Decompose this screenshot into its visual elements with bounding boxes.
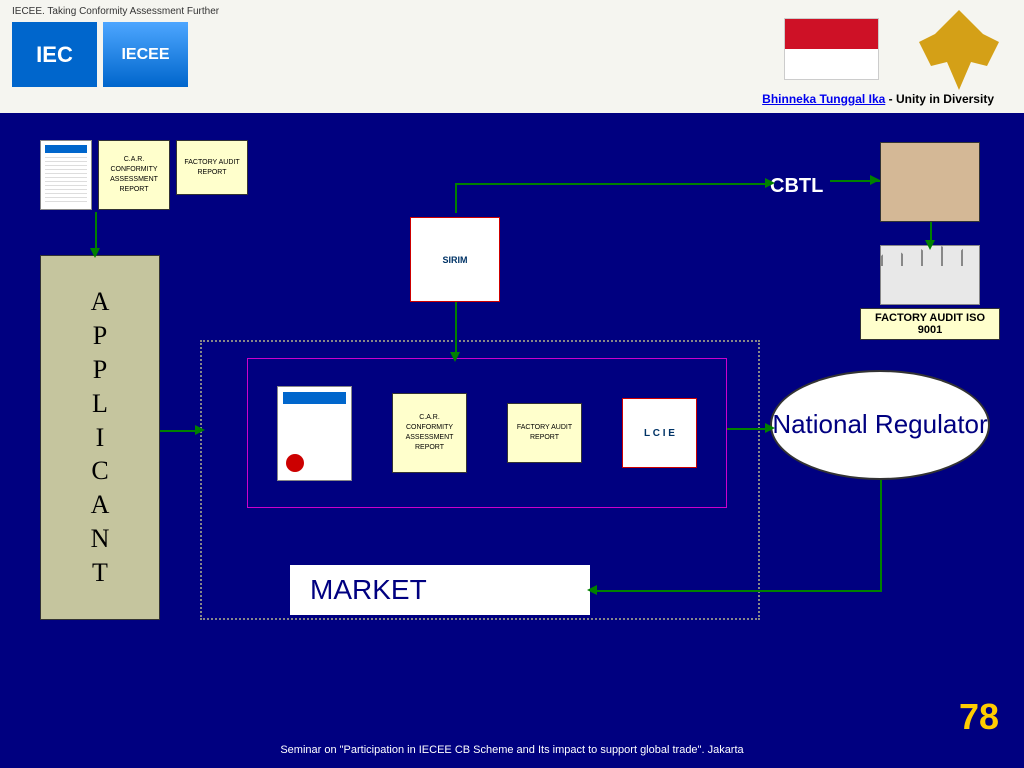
certificate-big-icon	[277, 386, 352, 481]
sirim-box: SIRIM	[410, 217, 500, 302]
flow-line	[830, 180, 880, 182]
lcie-text: L C I E	[644, 428, 675, 439]
flow-line	[880, 480, 882, 590]
factory-audit-box: FACTORY AUDIT REPORT	[176, 140, 248, 195]
flow-line	[455, 183, 457, 213]
sirim-label: SIRIM	[442, 255, 467, 265]
flow-line	[727, 428, 767, 430]
motto: Bhinneka Tunggal Ika - Unity in Diversit…	[762, 92, 994, 106]
factory-iso-label: FACTORY AUDIT ISO 9001	[860, 308, 1000, 340]
flow-line	[160, 430, 200, 432]
factory-icon	[880, 245, 980, 305]
flow-line	[930, 222, 932, 242]
flow-line	[455, 302, 457, 357]
lab-scene-icon	[880, 142, 980, 222]
car-report-text: C.A.R. CONFORMITY ASSESSMENT REPORT	[101, 155, 167, 194]
motto-rest: - Unity in Diversity	[885, 92, 994, 106]
iec-logo: IEC	[12, 22, 97, 87]
top-docs-cluster: C.A.R. CONFORMITY ASSESSMENT REPORT FACT…	[40, 140, 248, 210]
tagline: IECEE. Taking Conformity Assessment Furt…	[12, 6, 219, 17]
motto-link[interactable]: Bhinneka Tunggal Ika	[762, 92, 885, 106]
arrow-head-icon	[195, 425, 205, 435]
garuda-emblem-icon	[919, 10, 999, 90]
mid-car-box: C.A.R. CONFORMITY ASSESSMENT REPORT	[392, 393, 467, 473]
arrow-head-icon	[587, 585, 597, 595]
flow-line	[455, 183, 765, 185]
docs-container: C.A.R. CONFORMITY ASSESSMENT REPORT FACT…	[247, 358, 727, 508]
footer-text: Seminar on "Participation in IECEE CB Sc…	[0, 744, 1024, 756]
lcie-box: L C I E	[622, 398, 697, 468]
mid-audit-text: FACTORY AUDIT REPORT	[510, 423, 579, 443]
arrow-head-icon	[765, 178, 775, 188]
market-box: MARKET	[290, 565, 590, 615]
flow-line	[595, 590, 882, 592]
mid-audit-box: FACTORY AUDIT REPORT	[507, 403, 582, 463]
factory-audit-text: FACTORY AUDIT REPORT	[179, 158, 245, 178]
iecee-logo: IECEE	[103, 22, 188, 87]
flow-line	[95, 212, 97, 252]
main-title: Regulatory Market?	[345, 142, 588, 173]
arrow-head-icon	[90, 248, 100, 258]
cbtl-label: CBTL	[770, 175, 823, 198]
applicant-column: APPLICANT	[40, 255, 160, 620]
car-report-box: C.A.R. CONFORMITY ASSESSMENT REPORT	[98, 140, 170, 210]
arrow-head-icon	[450, 352, 460, 362]
indonesia-flag-icon	[784, 18, 879, 80]
certificate-icon	[40, 140, 92, 210]
arrow-head-icon	[765, 423, 775, 433]
logos-row: IEC IECEE	[12, 22, 188, 87]
page-number: 78	[959, 696, 999, 738]
mid-car-text: C.A.R. CONFORMITY ASSESSMENT REPORT	[395, 413, 464, 452]
market-text: MARKET	[310, 574, 427, 606]
national-regulator-ellipse: National Regulator	[770, 370, 990, 480]
regulator-text: National Regulator	[772, 409, 987, 440]
header: IECEE. Taking Conformity Assessment Furt…	[0, 0, 1024, 115]
arrow-head-icon	[925, 240, 935, 250]
